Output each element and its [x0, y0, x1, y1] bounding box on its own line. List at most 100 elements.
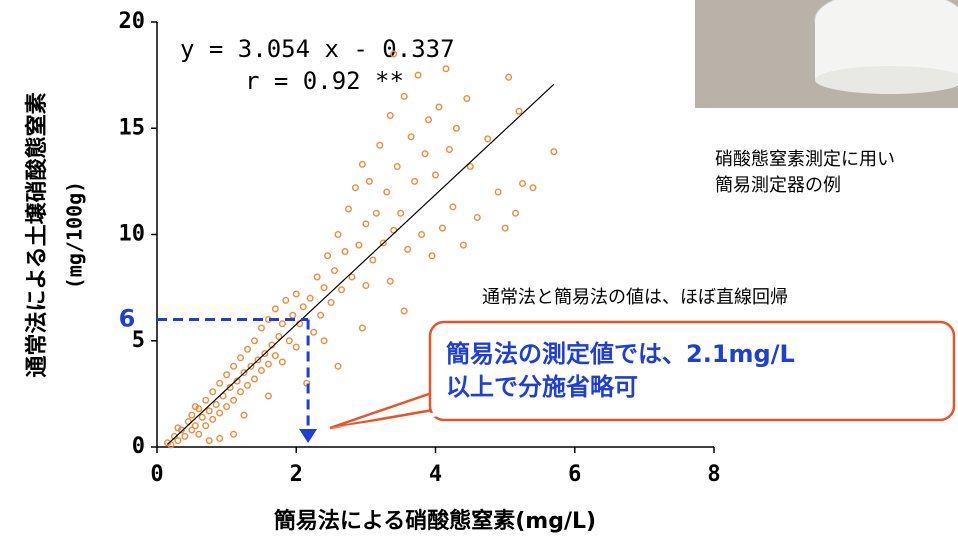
point: [411, 177, 419, 185]
y-axis-label: 通常法による土壌硝酸態窒素: [24, 92, 50, 377]
point: [254, 356, 262, 364]
point: [519, 179, 527, 187]
photo-caption: 硝酸態窒素測定に用い: [715, 149, 895, 170]
point: [233, 377, 241, 385]
point: [167, 441, 175, 449]
guide-arrow: [299, 429, 318, 443]
point: [261, 350, 269, 358]
point: [230, 362, 238, 370]
point: [223, 403, 231, 411]
callout-text: 簡易法の測定値では、2.1mg/L: [446, 340, 795, 368]
point: [275, 333, 283, 341]
point: [264, 392, 272, 400]
point: [418, 230, 426, 238]
r-value: r = 0.92 **: [245, 67, 404, 95]
point: [257, 324, 265, 332]
y-tick-label: 20: [119, 9, 146, 34]
callout-box: [428, 320, 956, 422]
plot-area: 0 5 10 15 20 0 2 4 6 8 6: [119, 9, 721, 487]
point: [237, 354, 245, 362]
point: [362, 220, 370, 228]
y-tick-label: 0: [132, 434, 145, 459]
point: [174, 424, 182, 432]
y-tick-label: 10: [119, 222, 146, 247]
point: [484, 135, 492, 143]
point: [407, 133, 415, 141]
point: [174, 437, 182, 445]
point: [292, 290, 300, 298]
point: [386, 277, 394, 285]
point: [452, 124, 460, 132]
point: [432, 171, 440, 179]
point: [285, 337, 293, 345]
point: [195, 430, 203, 438]
point: [188, 411, 196, 419]
point: [191, 422, 199, 430]
point: [271, 352, 279, 360]
point: [445, 145, 453, 153]
point: [320, 337, 328, 345]
x-tick-label: 8: [707, 462, 720, 487]
point: [212, 401, 220, 409]
point: [230, 396, 238, 404]
point: [264, 360, 272, 368]
point: [257, 367, 265, 375]
y-tick-label: 5: [132, 328, 145, 353]
point: [473, 213, 481, 221]
point: [188, 426, 196, 434]
point: [529, 184, 537, 192]
point: [310, 328, 318, 336]
point: [425, 116, 433, 124]
point: [282, 296, 290, 304]
point: [379, 239, 387, 247]
point: [344, 205, 352, 213]
point: [438, 224, 446, 232]
point: [449, 203, 457, 211]
point: [372, 209, 380, 217]
point: [313, 273, 321, 281]
point: [181, 432, 189, 440]
point: [512, 209, 520, 217]
point: [240, 411, 248, 419]
point: [289, 311, 297, 319]
photo-device: [815, 66, 958, 94]
point: [348, 273, 356, 281]
point: [250, 337, 258, 345]
point: [386, 111, 394, 119]
point: [320, 284, 328, 292]
point: [365, 177, 373, 185]
equation: y = 3.054 x - 0.337: [180, 35, 455, 63]
point: [202, 422, 210, 430]
point: [383, 188, 391, 196]
point: [400, 92, 408, 100]
photo-caption: 簡易測定器の例: [715, 175, 841, 196]
point: [244, 345, 252, 353]
point: [362, 282, 370, 290]
note: 通常法と簡易法の値は、ほぼ直線回帰: [482, 287, 788, 308]
point: [205, 437, 213, 445]
point: [501, 224, 509, 232]
callout-text: 以上で分施省略可: [446, 373, 638, 401]
x-tick-label: 4: [429, 462, 442, 487]
x-tick-label: 0: [150, 462, 163, 487]
y-axis-unit: (mg/100g): [63, 181, 87, 289]
x-tick-label: 2: [290, 462, 303, 487]
point: [278, 320, 286, 328]
point: [414, 71, 422, 79]
point: [331, 267, 339, 275]
point: [351, 184, 359, 192]
x-tick-label: 6: [568, 462, 581, 487]
point: [369, 256, 377, 264]
point: [306, 294, 314, 302]
point: [494, 188, 502, 196]
point: [435, 103, 443, 111]
point: [230, 430, 238, 438]
point: [466, 162, 474, 170]
point: [428, 252, 436, 260]
point: [198, 413, 206, 421]
point: [393, 162, 401, 170]
point: [292, 343, 300, 351]
point: [404, 245, 412, 253]
x-axis-label: 簡易法による硝酸態窒素(mg/L): [274, 508, 596, 534]
